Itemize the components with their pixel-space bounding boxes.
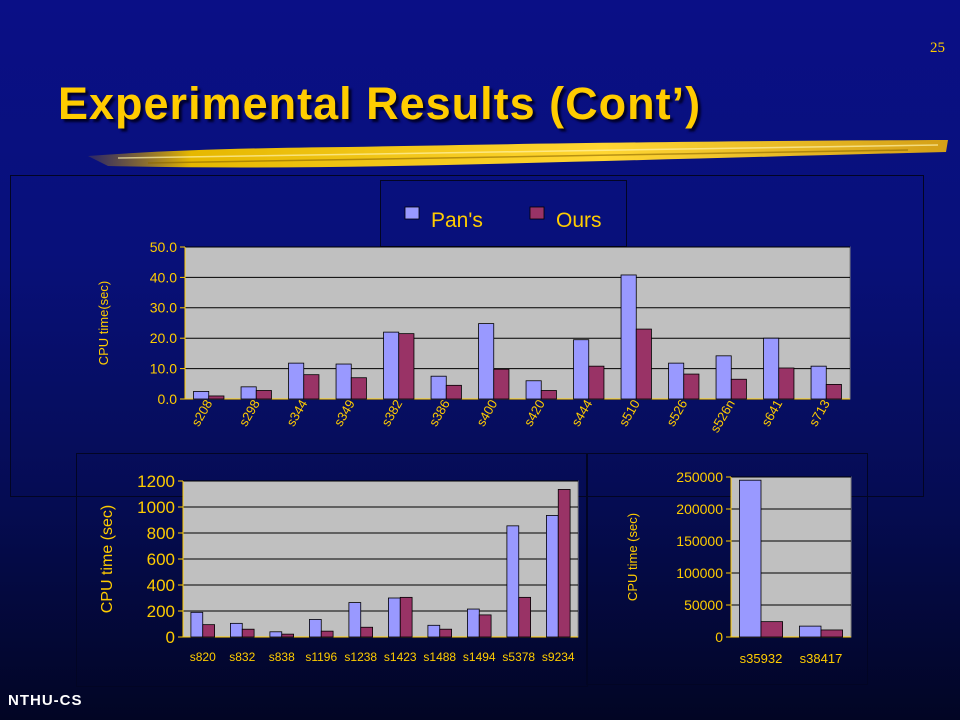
chart-2-x-tick-label: s832 [229,650,255,664]
chart-1-bar-ours [635,328,652,400]
chart-1-bar-ours [398,333,415,400]
chart-2-bar-ours [478,614,492,638]
chart-1-bar-pans [478,323,495,400]
chart-1-bar-ours [825,384,842,400]
chart-3-bar-ours [820,629,844,638]
chart-3-y-axis-label: CPU time (sec) [625,513,640,601]
chart-1-y-axis-label: CPU time(sec) [96,281,111,366]
chart-1-bar-pans [525,380,542,400]
chart-1-y-tick-label: 10.0 [150,361,177,377]
chart-2-frame [76,453,588,687]
chart-2-y-tick-label: 800 [147,524,175,543]
chart-3-x-tick-label: s35932 [740,651,783,666]
chart-2-bar-ours [557,489,571,638]
chart-1-bar-pans [810,365,827,400]
legend-label-pans: Pan's [431,209,483,232]
chart-2-bar-pans [308,619,322,638]
chart-1-y-tick-label: 0.0 [158,391,178,407]
chart-1-y-tick-label: 50.0 [150,239,177,255]
chart-2-y-tick-label: 200 [147,602,175,621]
chart-2-bar-ours [281,633,295,638]
slide-number: 25 [930,40,945,56]
chart-2-bar-ours [360,626,374,638]
chart-3-y-tick-label: 100000 [676,565,723,581]
chart-1-bar-pans [715,355,732,400]
chart-2-bar-ours [518,596,532,638]
chart-2-x-tick-label: s1238 [344,650,377,664]
legend-label-ours: Ours [556,209,602,232]
chart-3-x-tick-label: s38417 [800,651,843,666]
chart-2-y-axis-label: CPU time (sec) [99,505,116,613]
chart-2-y-tick-label: 600 [147,550,175,569]
chart-2-bar-ours [241,628,255,638]
chart-1-bar-ours [493,368,510,400]
chart-2-y-tick-label: 1200 [137,472,175,491]
chart-2-y-tick-label: 0 [166,628,175,647]
chart-2-x-tick-label: s838 [269,650,295,664]
chart-1-bar-ours [588,365,605,400]
chart-2-x-tick-label: s1423 [384,650,417,664]
chart-2-bar-ours [202,624,216,638]
legend-swatch-pans [404,206,420,220]
chart-2-bar-ours [439,628,453,638]
slide-title: Experimental Results (Cont’) [58,78,702,129]
chart-2-bar-pans [348,602,362,638]
chart-1-bar-ours [303,374,320,400]
chart-3-y-tick-label: 250000 [676,469,723,485]
chart-1-bar-ours [778,367,795,400]
chart-1-bar-ours [255,390,272,400]
chart-3-y-tick-label: 200000 [676,501,723,517]
chart-3-bar-pans [739,479,762,638]
chart-1-bar-ours [683,373,700,400]
chart-2-x-tick-label: s5378 [502,650,535,664]
brush-stroke-divider [88,140,948,168]
chart-2-x-tick-label: s820 [190,650,216,664]
chart-2-bar-ours [399,596,413,638]
chart-3-bar-pans [799,625,822,638]
chart-3-y-tick-label: 0 [715,629,723,645]
chart-2-y-tick-label: 400 [147,576,175,595]
chart-2-x-tick-label: s9234 [542,650,575,664]
chart-2-bar-ours [320,630,334,638]
chart-1-bar-ours [350,377,367,400]
chart-1-y-tick-label: 40.0 [150,269,177,285]
chart-3-frame [586,453,868,685]
legend-swatch-ours [529,206,545,220]
chart-3-bar-ours [760,621,784,638]
chart-1-bar-ours [540,390,557,400]
chart-1-y-tick-label: 30.0 [150,300,177,316]
chart-1-bar-ours [208,395,225,400]
chart-2-x-tick-label: s1196 [305,650,337,664]
chart-2-bar-pans [506,525,520,638]
footer-label: NTHU-CS [8,692,83,709]
chart-2-x-tick-label: s1488 [423,650,456,664]
chart-3-y-tick-label: 150000 [676,533,723,549]
chart-1-bar-ours [445,384,462,400]
chart-2-y-tick-label: 1000 [137,498,175,517]
chart-1-y-tick-label: 20.0 [150,330,177,346]
chart-1-bar-pans [193,390,210,400]
chart-3-y-tick-label: 50000 [684,597,723,613]
chart-1-bar-ours [730,378,747,400]
chart-2-x-tick-label: s1494 [463,650,496,664]
